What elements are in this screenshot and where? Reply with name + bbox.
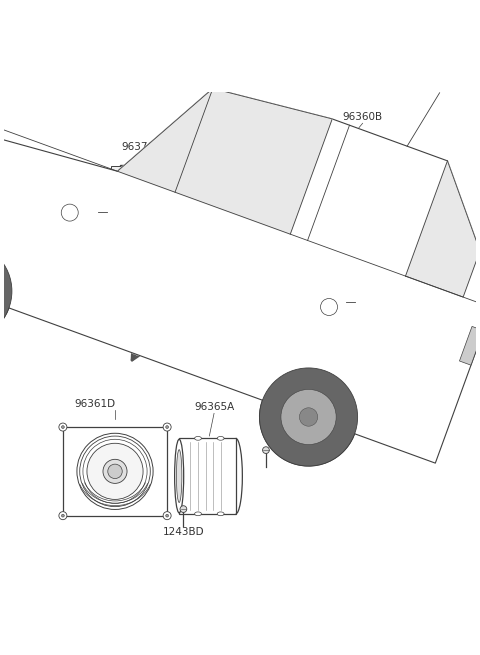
Polygon shape [0, 88, 480, 463]
Text: 1243BD: 1243BD [163, 527, 204, 537]
Circle shape [300, 408, 318, 426]
Bar [112, 193, 120, 204]
Text: 96361D: 96361D [74, 399, 116, 409]
Polygon shape [406, 161, 480, 297]
Polygon shape [118, 88, 332, 234]
Bar [112, 172, 120, 183]
FancyBboxPatch shape [120, 165, 167, 212]
Circle shape [163, 423, 171, 431]
Polygon shape [63, 427, 167, 515]
Circle shape [59, 423, 67, 431]
Bar [166, 183, 171, 193]
Ellipse shape [217, 512, 224, 515]
Ellipse shape [306, 160, 382, 216]
Circle shape [61, 426, 64, 428]
Ellipse shape [346, 321, 380, 348]
Text: 96310
96320C: 96310 96320C [360, 279, 401, 301]
Circle shape [77, 433, 153, 510]
Ellipse shape [289, 148, 398, 229]
Ellipse shape [329, 178, 359, 199]
Circle shape [59, 512, 67, 519]
Text: 96365A: 96365A [194, 402, 234, 413]
Circle shape [166, 514, 168, 517]
Polygon shape [315, 316, 410, 352]
Ellipse shape [394, 185, 402, 192]
Circle shape [163, 512, 171, 519]
Polygon shape [179, 438, 236, 514]
Circle shape [0, 242, 12, 340]
Polygon shape [459, 326, 480, 365]
Text: 1491AD: 1491AD [278, 440, 319, 451]
Circle shape [61, 204, 78, 221]
Circle shape [180, 506, 187, 512]
Polygon shape [410, 316, 431, 380]
Ellipse shape [296, 153, 391, 223]
Bar [110, 166, 121, 211]
Circle shape [288, 187, 291, 190]
Text: 1244BA: 1244BA [183, 154, 224, 164]
Ellipse shape [177, 450, 182, 502]
Bar [144, 218, 152, 223]
Circle shape [108, 464, 122, 479]
Circle shape [342, 146, 346, 150]
Ellipse shape [339, 145, 348, 151]
Text: 96370F: 96370F [121, 141, 160, 152]
Circle shape [342, 227, 346, 231]
Circle shape [281, 390, 336, 445]
Text: 1244BG: 1244BG [134, 229, 176, 238]
Circle shape [166, 426, 168, 428]
Circle shape [263, 447, 269, 453]
Circle shape [87, 443, 143, 499]
Circle shape [61, 514, 64, 517]
Ellipse shape [352, 327, 373, 343]
Ellipse shape [339, 225, 348, 232]
Text: 96360B: 96360B [343, 112, 383, 122]
Ellipse shape [285, 185, 294, 192]
Circle shape [396, 187, 400, 190]
Circle shape [321, 299, 337, 316]
Bar [112, 183, 120, 194]
Circle shape [103, 459, 127, 483]
Ellipse shape [194, 512, 202, 515]
Ellipse shape [194, 436, 202, 440]
Ellipse shape [336, 183, 351, 194]
Circle shape [239, 161, 246, 168]
Circle shape [260, 368, 358, 466]
Ellipse shape [175, 440, 184, 513]
Polygon shape [295, 316, 315, 380]
Ellipse shape [217, 436, 224, 440]
